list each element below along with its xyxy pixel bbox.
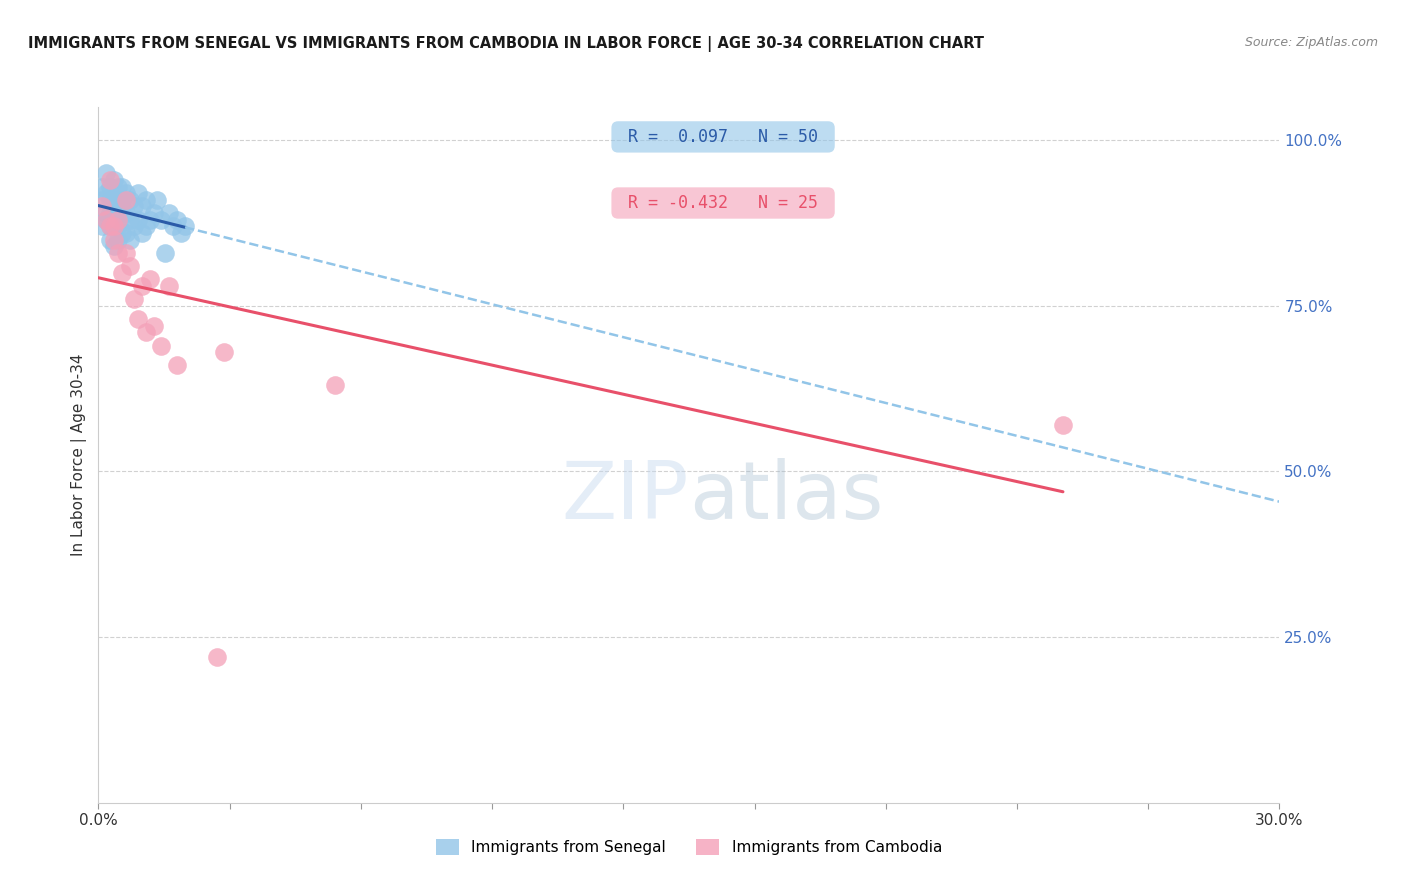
Point bbox=[142, 318, 165, 333]
Point bbox=[103, 219, 125, 234]
Point bbox=[103, 219, 125, 234]
Point bbox=[127, 186, 149, 201]
Point bbox=[122, 199, 145, 213]
Point bbox=[98, 219, 121, 234]
Point bbox=[103, 206, 125, 220]
Point bbox=[127, 312, 149, 326]
Point bbox=[103, 193, 125, 207]
Point bbox=[115, 245, 138, 260]
Point bbox=[166, 359, 188, 373]
Point bbox=[118, 259, 141, 273]
Point bbox=[146, 193, 169, 207]
Point bbox=[103, 233, 125, 247]
Point bbox=[138, 272, 160, 286]
Point bbox=[157, 279, 180, 293]
Point bbox=[115, 226, 138, 240]
Point bbox=[107, 212, 129, 227]
Point bbox=[150, 212, 173, 227]
Point bbox=[122, 292, 145, 306]
Point bbox=[138, 212, 160, 227]
Y-axis label: In Labor Force | Age 30-34: In Labor Force | Age 30-34 bbox=[72, 353, 87, 557]
Point bbox=[96, 166, 118, 180]
Point bbox=[96, 212, 118, 227]
Point bbox=[98, 219, 121, 234]
Point bbox=[135, 219, 157, 234]
Point bbox=[131, 279, 153, 293]
Text: atlas: atlas bbox=[689, 458, 883, 536]
Point bbox=[135, 326, 157, 340]
Text: ZIP: ZIP bbox=[561, 458, 689, 536]
Point bbox=[122, 219, 145, 234]
Point bbox=[111, 266, 134, 280]
Point bbox=[205, 650, 228, 665]
Text: Source: ZipAtlas.com: Source: ZipAtlas.com bbox=[1244, 36, 1378, 49]
Point bbox=[107, 233, 129, 247]
Point bbox=[323, 378, 346, 392]
Point bbox=[111, 206, 134, 220]
Point bbox=[115, 186, 138, 201]
Point bbox=[131, 226, 153, 240]
Point bbox=[103, 239, 125, 253]
Point bbox=[115, 206, 138, 220]
Point bbox=[214, 345, 236, 359]
Point bbox=[96, 212, 118, 227]
Point bbox=[135, 193, 157, 207]
Point bbox=[107, 193, 129, 207]
Point bbox=[91, 179, 114, 194]
Point bbox=[118, 233, 141, 247]
Point bbox=[111, 226, 134, 240]
Point bbox=[98, 206, 121, 220]
Point bbox=[115, 193, 138, 207]
Point bbox=[170, 226, 193, 240]
Point bbox=[118, 212, 141, 227]
Point bbox=[111, 193, 134, 207]
Text: R =  0.097   N = 50: R = 0.097 N = 50 bbox=[619, 128, 828, 146]
Point bbox=[1052, 418, 1074, 433]
Point bbox=[142, 206, 165, 220]
Point bbox=[118, 193, 141, 207]
Point bbox=[98, 179, 121, 194]
Point bbox=[107, 219, 129, 234]
Text: IMMIGRANTS FROM SENEGAL VS IMMIGRANTS FROM CAMBODIA IN LABOR FORCE | AGE 30-34 C: IMMIGRANTS FROM SENEGAL VS IMMIGRANTS FR… bbox=[28, 36, 984, 52]
Point bbox=[107, 179, 129, 194]
Point bbox=[155, 245, 177, 260]
Point bbox=[127, 212, 149, 227]
Point bbox=[107, 245, 129, 260]
Point bbox=[174, 219, 197, 234]
Text: R = -0.432   N = 25: R = -0.432 N = 25 bbox=[619, 194, 828, 212]
Point bbox=[111, 179, 134, 194]
Point bbox=[103, 173, 125, 187]
Point bbox=[157, 206, 180, 220]
Point bbox=[91, 199, 114, 213]
Point bbox=[91, 193, 114, 207]
Point bbox=[98, 233, 121, 247]
Point bbox=[162, 219, 184, 234]
Legend: Immigrants from Senegal, Immigrants from Cambodia: Immigrants from Senegal, Immigrants from… bbox=[430, 833, 948, 862]
Point bbox=[91, 219, 114, 234]
Point bbox=[96, 206, 118, 220]
Point bbox=[98, 193, 121, 207]
Point bbox=[107, 206, 129, 220]
Point bbox=[166, 212, 188, 227]
Point bbox=[96, 186, 118, 201]
Point bbox=[150, 338, 173, 352]
Point bbox=[131, 199, 153, 213]
Point bbox=[98, 173, 121, 187]
